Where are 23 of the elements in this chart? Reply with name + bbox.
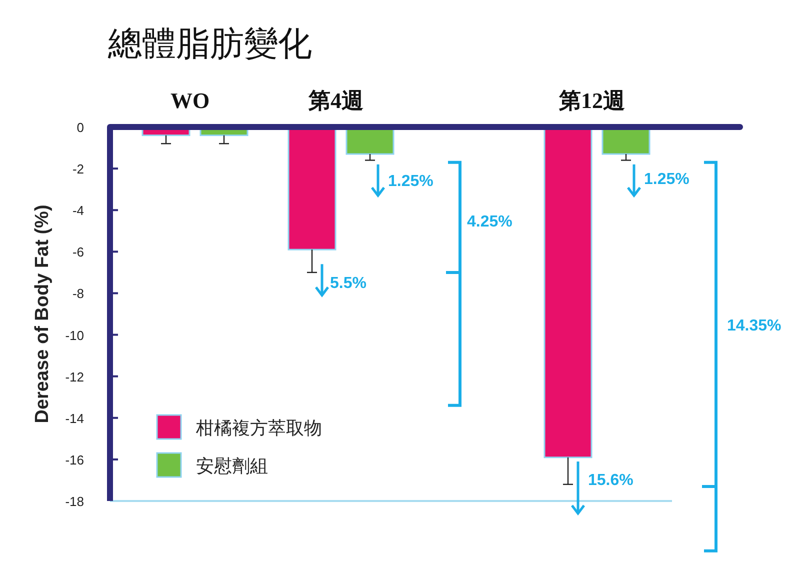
y-axis-title: Derease of Body Fat (%) xyxy=(32,204,53,424)
annotation: 5.5% xyxy=(330,274,366,292)
legend-label: 柑橘複方萃取物 xyxy=(195,418,322,438)
annotation: 1.25% xyxy=(388,172,434,190)
x-tick-label: WO xyxy=(170,88,210,113)
x-tick-label: 第4週 xyxy=(308,88,364,113)
y-tick-label: 0 xyxy=(76,120,84,135)
y-tick-label: -4 xyxy=(72,203,84,218)
annotation: 4.25% xyxy=(467,214,512,230)
y-tick-label: -10 xyxy=(65,328,84,343)
y-tick-label: -6 xyxy=(72,244,84,260)
y-tick-label: -16 xyxy=(65,452,84,468)
y-tick-label: -14 xyxy=(65,410,84,426)
legend-label: 安慰劑組 xyxy=(196,456,268,476)
y-tick-label: -8 xyxy=(72,286,84,302)
text: 14.35% xyxy=(727,317,782,334)
chart-title: 總體脂肪變化 xyxy=(107,25,312,63)
y-tick-label: -18 xyxy=(65,494,84,509)
y-tick-label: -12 xyxy=(65,369,84,384)
annotation: 15.6% xyxy=(588,472,634,490)
x-tick-label: 第12週 xyxy=(558,88,625,113)
y-tick-label: -2 xyxy=(72,162,84,177)
annotation: 1.25% xyxy=(644,170,690,188)
